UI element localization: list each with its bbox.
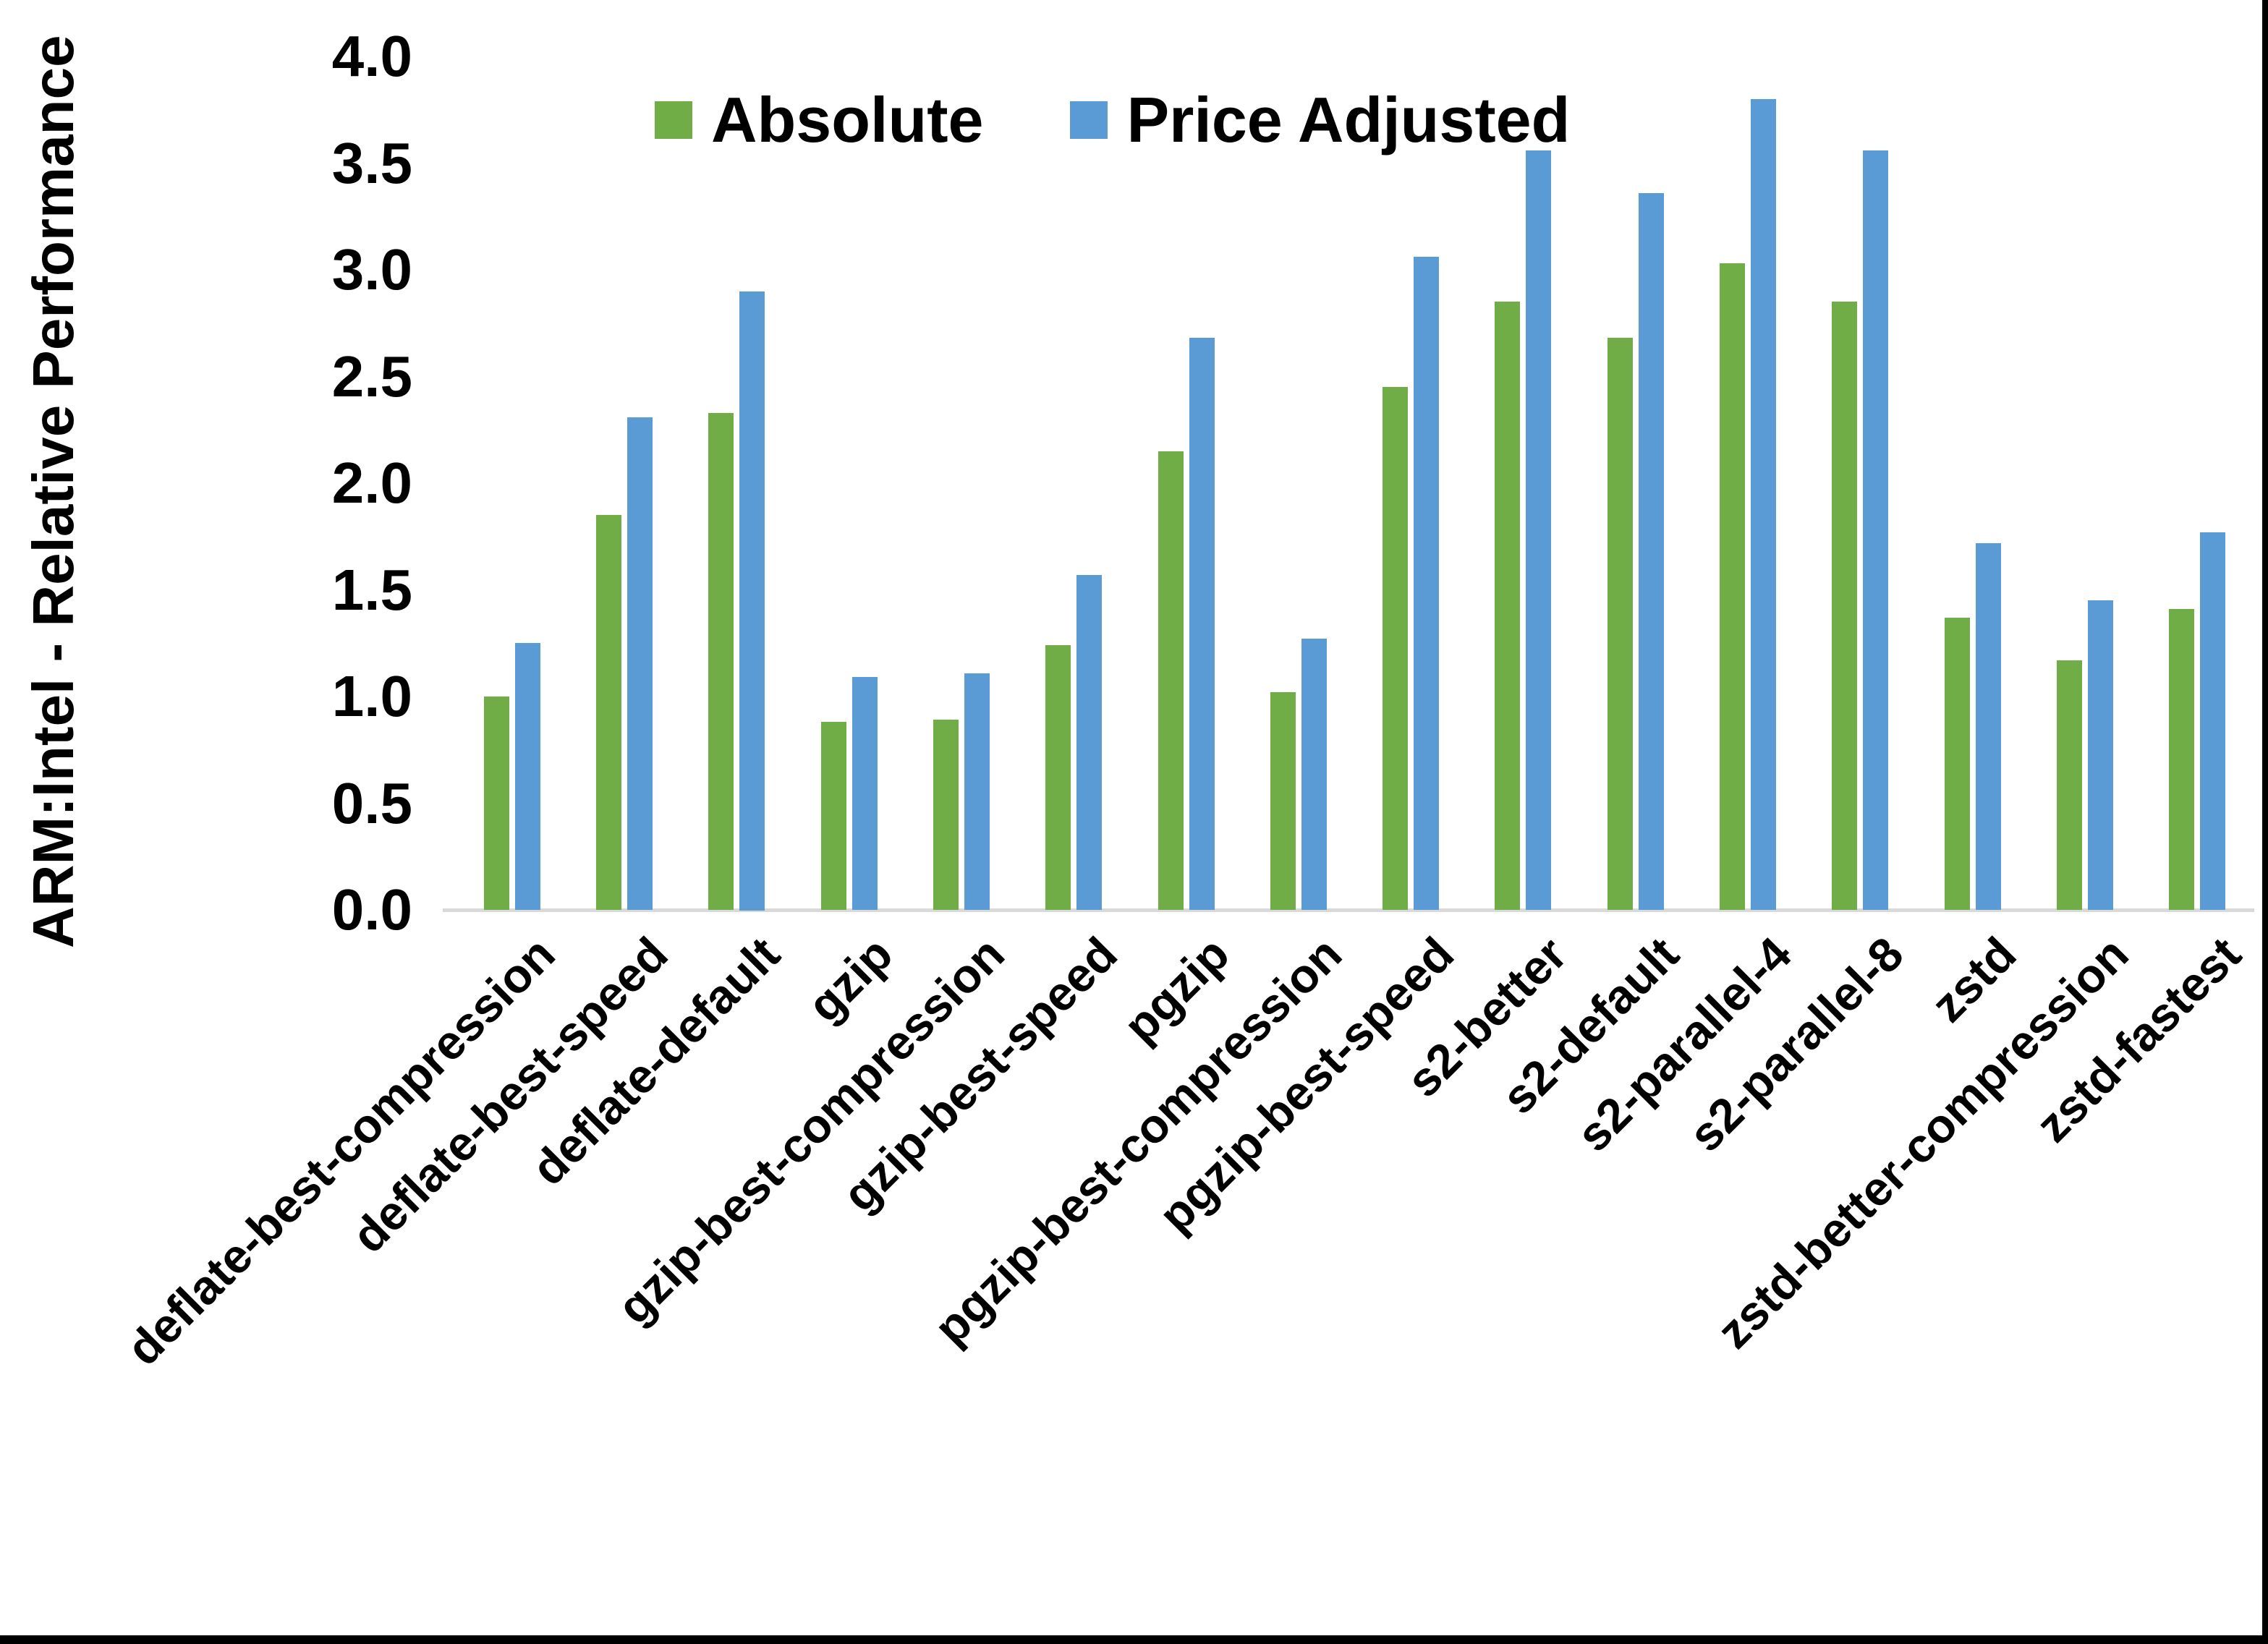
bar-price-adjusted-zstd-fastest: [2200, 532, 2225, 910]
bar-absolute-s2-parallel-4: [1720, 263, 1745, 910]
y-tick-label-2.0: 2.0: [331, 451, 412, 515]
y-tick-label-1.5: 1.5: [331, 557, 412, 622]
y-tick-label-3.5: 3.5: [331, 130, 412, 195]
bar-price-adjusted-s2-parallel-8: [1863, 150, 1888, 910]
y-tick-label-0.0: 0.0: [331, 877, 412, 942]
legend-swatch-absolute: [655, 101, 692, 139]
bar-absolute-deflate-best-speed: [596, 515, 621, 910]
bar-absolute-s2-parallel-8: [1832, 302, 1857, 910]
bar-absolute-zstd-fastest: [2169, 609, 2194, 910]
bar-absolute-deflate-default: [708, 413, 734, 910]
legend: Absolute Price Adjusted: [655, 88, 1570, 152]
bar-absolute-s2-better: [1495, 302, 1520, 910]
y-tick-label-4.0: 4.0: [331, 24, 412, 88]
bar-price-adjusted-s2-better: [1526, 150, 1551, 910]
x-tick-label-deflate-best-compression: deflate-best-compression: [116, 927, 566, 1376]
legend-swatch-price-adjusted: [1070, 101, 1108, 139]
x-axis-line: [443, 908, 2254, 912]
legend-label-absolute: Absolute: [711, 84, 984, 156]
bar-price-adjusted-zstd-better-compression: [2088, 600, 2113, 910]
bar-price-adjusted-deflate-best-compression: [515, 643, 540, 910]
y-axis-title: ARM:Intel - Relative Performance: [21, 35, 85, 949]
bar-absolute-s2-default: [1607, 338, 1633, 910]
bar-absolute-pgzip-best-compression: [1270, 692, 1296, 910]
bar-price-adjusted-gzip-best-compression: [964, 673, 990, 910]
bar-price-adjusted-pgzip-best-speed: [1414, 257, 1439, 910]
bar-absolute-gzip: [821, 722, 846, 910]
bar-absolute-gzip-best-compression: [933, 720, 959, 910]
bar-price-adjusted-pgzip: [1189, 338, 1215, 910]
bar-absolute-deflate-best-compression: [484, 697, 509, 910]
bar-absolute-zstd: [1945, 618, 1970, 910]
bar-price-adjusted-gzip-best-speed: [1076, 575, 1102, 910]
y-tick-label-3.0: 3.0: [331, 237, 412, 302]
bar-price-adjusted-zstd: [1976, 543, 2001, 910]
bar-absolute-pgzip: [1158, 451, 1184, 910]
y-tick-label-0.5: 0.5: [331, 770, 412, 835]
y-tick-label-2.5: 2.5: [331, 344, 412, 409]
legend-label-price-adjusted: Price Adjusted: [1126, 84, 1571, 156]
bar-price-adjusted-gzip: [852, 677, 878, 910]
bar-price-adjusted-s2-default: [1639, 193, 1664, 910]
bar-price-adjusted-deflate-default: [739, 291, 765, 911]
bar-absolute-gzip-best-speed: [1045, 645, 1071, 910]
bar-price-adjusted-deflate-best-speed: [627, 417, 653, 910]
bar-price-adjusted-pgzip-best-compression: [1301, 639, 1327, 910]
y-tick-label-1.0: 1.0: [331, 664, 412, 728]
bar-absolute-pgzip-best-speed: [1383, 387, 1408, 910]
bar-absolute-zstd-better-compression: [2057, 660, 2082, 910]
bar-price-adjusted-s2-parallel-4: [1751, 99, 1776, 910]
